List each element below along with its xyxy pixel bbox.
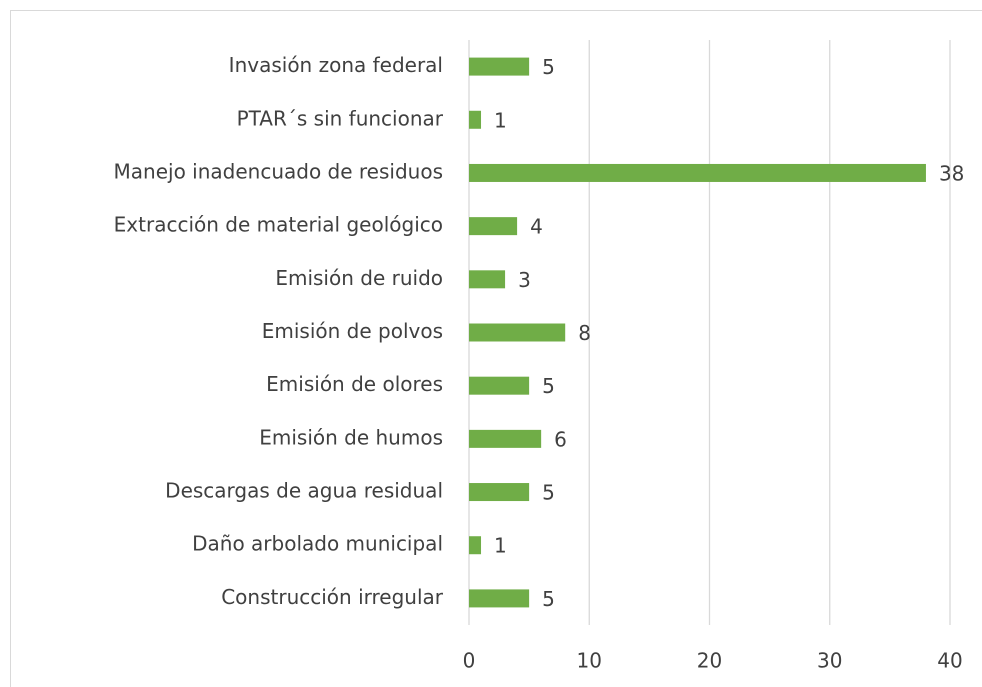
x-tick-label: 20 (697, 649, 722, 673)
y-tick-label: PTAR´s sin funcionar (237, 106, 444, 130)
data-label: 1 (494, 108, 507, 132)
data-label: 5 (542, 55, 555, 79)
y-tick-label: Emisión de olores (266, 372, 443, 396)
data-label: 6 (554, 427, 567, 451)
data-label: 4 (530, 215, 543, 239)
chart-border (10, 10, 982, 687)
x-tick-label: 0 (463, 649, 476, 673)
bar (469, 589, 530, 608)
bar (469, 217, 518, 236)
data-label: 5 (542, 481, 555, 505)
data-label: 3 (518, 268, 531, 292)
x-tick-label: 30 (817, 649, 842, 673)
bar (469, 429, 542, 448)
bar (469, 376, 530, 395)
data-label: 38 (939, 161, 964, 185)
y-tick-label: Extracción de material geológico (114, 213, 443, 237)
y-tick-label: Emisión de ruido (275, 266, 443, 290)
data-label: 8 (578, 321, 591, 345)
y-tick-label: Invasión zona federal (229, 53, 443, 77)
data-label: 5 (542, 587, 555, 611)
y-tick-label: Daño arbolado municipal (192, 532, 443, 556)
y-tick-label: Emisión de polvos (262, 319, 443, 343)
data-label: 5 (542, 374, 555, 398)
y-tick-label: Emisión de humos (259, 425, 443, 449)
y-tick-label: Descargas de agua residual (165, 479, 443, 503)
x-tick-label: 40 (937, 649, 962, 673)
bar (469, 270, 506, 289)
y-tick-label: Manejo inadencuado de residuos (114, 159, 443, 183)
bar (469, 536, 482, 555)
y-tick-label: Construcción irregular (221, 585, 444, 609)
bar (469, 57, 530, 76)
x-tick-label: 10 (577, 649, 602, 673)
bar (469, 110, 482, 129)
bar (469, 163, 926, 182)
bar (469, 483, 530, 502)
bar (469, 323, 566, 342)
data-label: 1 (494, 534, 507, 558)
